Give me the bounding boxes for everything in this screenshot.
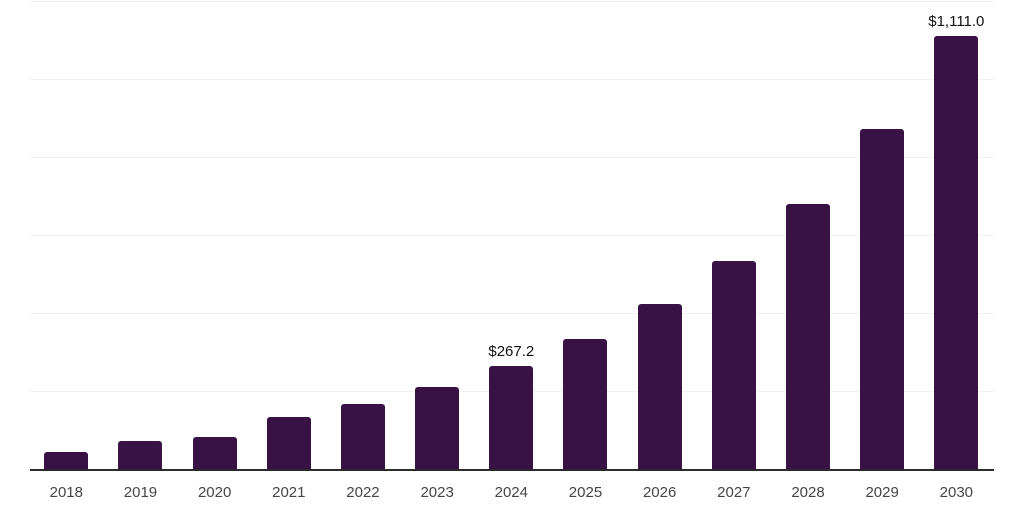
x-tick-label-2028: 2028 [791, 484, 825, 501]
gridline-400 [30, 313, 994, 315]
gridline-800 [30, 156, 994, 158]
gridline-1000 [30, 78, 994, 80]
gridline-600 [30, 235, 994, 236]
x-tick-label-2023: 2023 [420, 484, 454, 501]
x-tick-label-2029: 2029 [865, 484, 899, 501]
x-tick-label-2020: 2020 [197, 484, 232, 501]
x-tick-label-2019: 2019 [123, 484, 158, 501]
data-label-2024: $267.2 [488, 342, 535, 360]
bar-2024 [489, 365, 534, 470]
x-tick-label-2026: 2026 [642, 484, 677, 501]
gridline-1200 [30, 0, 994, 2]
bar-2019 [118, 441, 163, 470]
bar-2026 [637, 303, 682, 470]
plot-area: $267.2 $1,111.0 [30, 0, 994, 471]
bar-2021 [266, 416, 311, 470]
bar-2027 [711, 260, 756, 470]
bar-2023 [415, 386, 460, 470]
x-axis-line [30, 469, 994, 471]
bar-2029 [860, 129, 905, 470]
bar-2020 [192, 437, 237, 470]
bar-2022 [340, 404, 385, 470]
data-label-2030: $1,111.0 [928, 12, 985, 30]
x-tick-label-2024: 2024 [494, 484, 528, 501]
bar-2018 [44, 452, 89, 470]
x-tick-label-2022: 2022 [346, 484, 380, 501]
bar-2025 [563, 339, 608, 470]
x-tick-label-2027: 2027 [717, 484, 751, 501]
bar-2030 [934, 35, 979, 470]
x-tick-label-2018: 2018 [49, 484, 83, 501]
bar-2028 [786, 203, 830, 470]
x-tick-label-2030: 2030 [939, 484, 974, 501]
x-tick-label-2025: 2025 [568, 484, 603, 501]
x-tick-label-2021: 2021 [272, 484, 306, 501]
